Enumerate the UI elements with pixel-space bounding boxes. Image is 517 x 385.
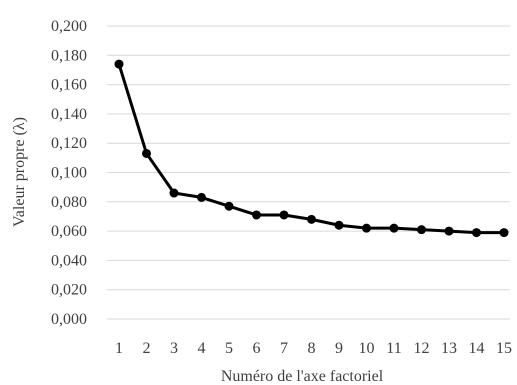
y-tick-label: 0,060: [51, 223, 87, 240]
y-tick-label: 0,080: [51, 194, 87, 211]
y-tick-label: 0,180: [51, 47, 87, 64]
y-tick-label: 0,000: [51, 311, 87, 328]
x-tick-label: 3: [170, 340, 178, 357]
y-tick-label: 0,020: [51, 282, 87, 299]
series-layer: [114, 59, 509, 238]
x-tick-label: 14: [469, 340, 485, 357]
x-tick-label: 10: [359, 340, 375, 357]
data-point: [114, 59, 124, 69]
y-tick-label: 0,040: [51, 252, 87, 269]
y-axis-ticks: 0,000 0,020 0,040 0,060 0,080 0,100 0,120 0,140…: [51, 18, 87, 328]
data-point: [389, 223, 399, 233]
x-tick-label: 8: [308, 340, 316, 357]
x-tick-label: 9: [335, 340, 343, 357]
x-tick-label: 7: [280, 340, 288, 357]
data-point: [499, 228, 509, 238]
y-tick-label: 0,140: [51, 106, 87, 123]
x-tick-label: 15: [496, 340, 512, 357]
data-point: [334, 220, 344, 230]
x-tick-label: 13: [441, 340, 457, 357]
gridlines: [107, 25, 510, 320]
data-point: [279, 210, 289, 220]
x-tick-label: 11: [386, 340, 401, 357]
y-tick-label: 0,100: [51, 165, 87, 182]
data-point: [197, 192, 206, 202]
data-point: [417, 225, 426, 235]
x-tick-label: 4: [198, 340, 206, 357]
y-tick-label: 0,200: [51, 18, 87, 35]
y-tick-label: 0,120: [51, 135, 87, 152]
x-tick-label: 12: [414, 340, 430, 357]
y-axis-title: Valeur propre (λ): [11, 117, 28, 227]
data-point: [472, 228, 481, 238]
x-tick-label: 5: [225, 340, 233, 357]
data-point: [307, 214, 316, 224]
x-axis-ticks: 1 2 3 4 5 6 7 8 9 10 11 12 13 14 15: [115, 340, 512, 357]
x-tick-label: 6: [253, 340, 261, 357]
series-line: [117, 62, 506, 235]
data-point: [169, 188, 179, 198]
x-tick-label: 2: [143, 340, 151, 357]
x-axis-title: Numéro de l'axe factoriel: [221, 368, 384, 385]
data-point: [224, 201, 234, 211]
data-point: [142, 148, 151, 158]
data-point: [444, 226, 454, 236]
data-point: [252, 210, 261, 220]
y-tick-label: 0,160: [51, 77, 87, 94]
x-tick-label: 1: [115, 340, 123, 357]
data-point: [362, 223, 371, 233]
